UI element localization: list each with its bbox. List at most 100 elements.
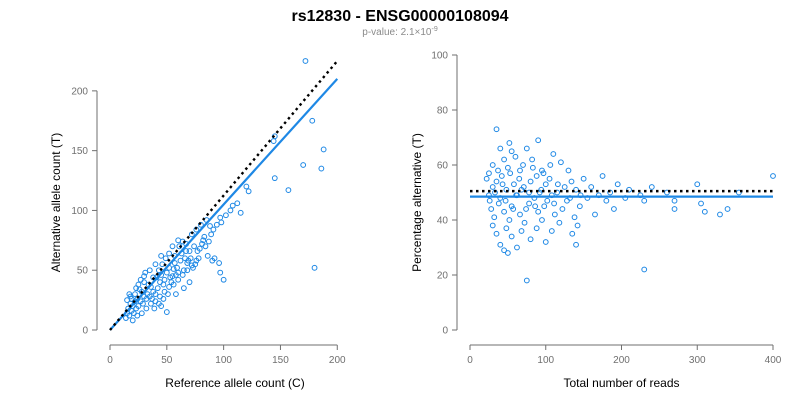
- data-point: [167, 274, 174, 281]
- data-point: [546, 175, 553, 182]
- data-point: [173, 291, 179, 298]
- data-point: [318, 165, 325, 172]
- data-point: [175, 276, 182, 283]
- data-point: [191, 243, 197, 250]
- y-tick-label: 200: [71, 86, 88, 97]
- data-point: [186, 279, 193, 286]
- data-point: [208, 231, 215, 238]
- fit-line: [109, 78, 339, 331]
- data-point: [166, 284, 172, 290]
- data-point: [493, 126, 500, 133]
- data-point: [527, 178, 534, 185]
- data-point: [486, 197, 493, 204]
- data-point: [207, 223, 213, 229]
- data-point: [160, 281, 167, 288]
- data-point: [169, 243, 176, 250]
- data-point: [518, 228, 525, 234]
- data-point: [202, 243, 209, 250]
- data-point: [126, 291, 133, 298]
- data-point: [152, 298, 159, 305]
- data-point: [245, 188, 252, 195]
- data-point: [561, 184, 568, 190]
- data-point: [199, 241, 205, 247]
- data-point: [243, 183, 250, 190]
- data-point: [151, 305, 158, 312]
- y-axis-label: Alternative allele count (T): [49, 133, 63, 272]
- data-point: [141, 279, 147, 286]
- chart-subtitle: p-value: 2.1×10-9: [362, 26, 438, 38]
- data-point: [508, 148, 515, 155]
- data-point: [200, 237, 207, 244]
- data-point: [218, 219, 225, 226]
- data-point: [184, 267, 191, 274]
- x-axis-label: Reference allele count (C): [165, 376, 304, 390]
- data-point: [174, 264, 180, 271]
- x-tick-label: 200: [329, 355, 346, 366]
- data-point: [523, 277, 530, 284]
- data-point: [497, 145, 504, 152]
- data-point: [611, 206, 617, 212]
- data-point: [488, 206, 495, 212]
- y-tick-label: 0: [442, 326, 448, 337]
- data-point: [548, 228, 555, 234]
- data-point: [547, 162, 554, 168]
- data-point: [694, 181, 701, 188]
- data-point: [533, 225, 540, 232]
- data-point: [506, 140, 513, 146]
- data-point: [223, 212, 229, 219]
- data-point: [501, 247, 507, 254]
- reference-line: [109, 60, 339, 331]
- data-point: [526, 189, 532, 196]
- data-point: [161, 276, 168, 283]
- data-point: [701, 208, 708, 215]
- data-point: [205, 238, 212, 245]
- data-point: [541, 203, 548, 210]
- data-point: [497, 241, 504, 248]
- y-tick-label: 50: [77, 266, 89, 277]
- data-point: [510, 206, 517, 212]
- data-point: [511, 181, 517, 188]
- data-point: [527, 236, 534, 243]
- right-scatter-plot: 0 100 200 300 400 0 20 40 60 80 100 Total number of…: [410, 51, 782, 391]
- y-axis-label: Percentage alternative (T): [410, 133, 424, 272]
- data-point: [149, 296, 155, 302]
- data-point: [159, 261, 166, 268]
- data-point: [523, 206, 529, 212]
- subtitle-prefix: p-value: 2.1×10: [362, 27, 432, 38]
- data-point: [614, 181, 621, 188]
- data-point: [574, 222, 581, 229]
- data-point: [227, 207, 234, 214]
- data-point: [302, 58, 309, 64]
- y-tick-label: 20: [437, 271, 449, 282]
- data-point: [211, 255, 218, 262]
- data-point: [671, 206, 678, 212]
- x-tick-label: 0: [107, 355, 113, 366]
- y-tick-label: 150: [71, 146, 88, 157]
- data-point: [171, 260, 178, 266]
- left-scatter-plot: 0 50 100 150 200 0 50 100 150 200 Reference allele…: [49, 58, 346, 390]
- data-point: [493, 178, 500, 185]
- data-point: [603, 197, 610, 204]
- data-point: [538, 186, 545, 193]
- data-point: [489, 162, 496, 168]
- x-tick-label: 50: [161, 355, 173, 366]
- data-point: [514, 244, 520, 251]
- data-point: [550, 151, 557, 157]
- data-point: [216, 260, 222, 266]
- data-point: [491, 214, 498, 221]
- data-point: [592, 211, 598, 218]
- data-point: [573, 186, 579, 193]
- data-point: [502, 197, 509, 204]
- data-point: [183, 248, 190, 254]
- data-point: [180, 285, 187, 292]
- data-point: [186, 248, 193, 254]
- data-point: [320, 146, 327, 153]
- data-point: [150, 288, 157, 295]
- data-point: [556, 219, 563, 226]
- y-tick-label: 40: [437, 216, 449, 227]
- data-point: [148, 300, 154, 307]
- data-point: [152, 261, 159, 268]
- data-point: [501, 156, 507, 163]
- data-point: [565, 167, 572, 174]
